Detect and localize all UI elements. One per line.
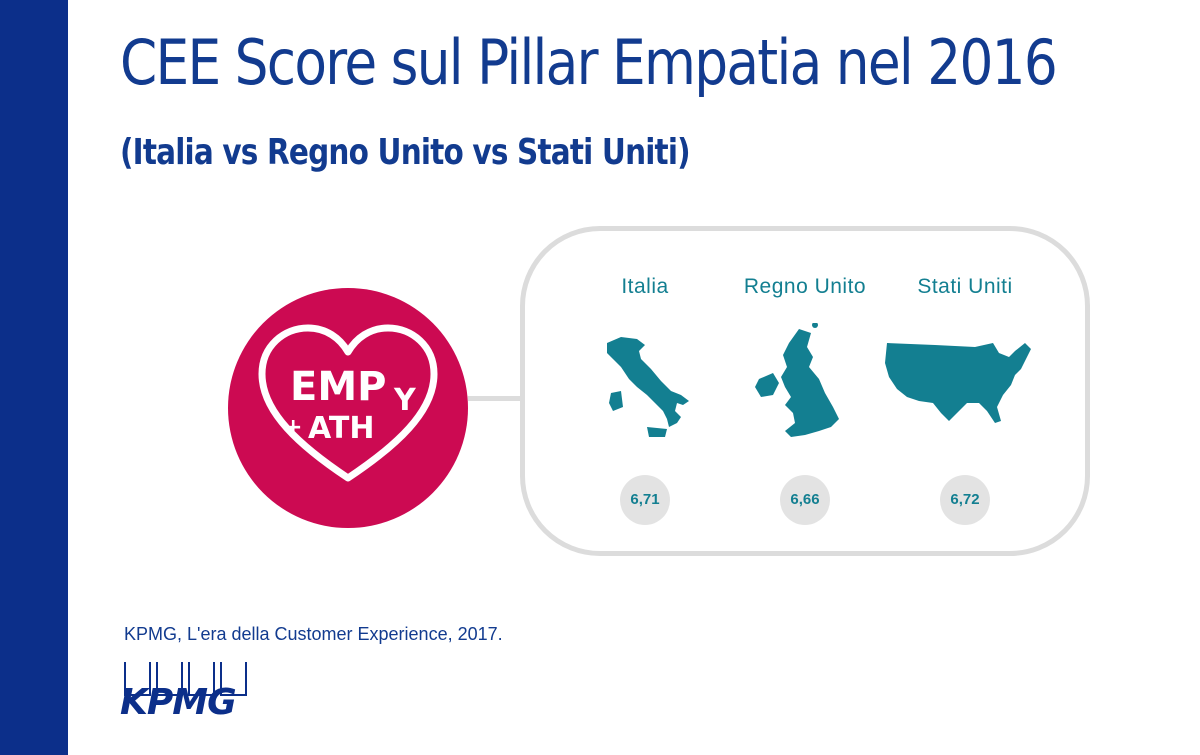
left-accent-bar: [0, 0, 68, 755]
country-column-regno-unito: Regno Unito 6,66: [715, 231, 895, 551]
italy-map-icon: [607, 337, 689, 437]
uk-map-icon: [755, 323, 839, 437]
page-subtitle: (Italia vs Regno Unito vs Stati Uniti): [120, 132, 691, 173]
page-title: CEE Score sul Pillar Empatia nel 2016: [120, 26, 1058, 99]
country-column-italia: Italia 6,71: [555, 231, 735, 551]
badge-text-ath: ATH: [308, 411, 374, 446]
empathy-badge: EMP Y + ATH: [228, 288, 468, 528]
logo-box: [124, 662, 151, 696]
country-name: Italia: [621, 275, 669, 298]
connector-line: [468, 396, 524, 401]
logo-box: [220, 662, 247, 696]
kpmg-logo: KPMG: [118, 662, 258, 723]
badge-text-plus: +: [284, 415, 302, 440]
country-name: Stati Uniti: [917, 275, 1013, 298]
comparison-panel: Italia 6,71 Regno Unito 6,66 Stati Uniti…: [520, 226, 1090, 556]
logo-box: [188, 662, 215, 696]
score-badge: 6,71: [620, 475, 670, 525]
badge-text-emp: EMP: [290, 364, 386, 410]
logo-box: [156, 662, 183, 696]
heart-icon: EMP Y + ATH: [258, 324, 438, 482]
logo-wordmark: KPMG: [120, 682, 237, 723]
country-column-stati-uniti: Stati Uniti 6,72: [875, 231, 1055, 551]
country-name: Regno Unito: [743, 275, 867, 298]
score-badge: 6,72: [940, 475, 990, 525]
usa-map-icon: [885, 343, 1031, 423]
score-badge: 6,66: [780, 475, 830, 525]
badge-text-y: Y: [393, 383, 417, 418]
source-citation: KPMG, L'era della Customer Experience, 2…: [124, 624, 503, 644]
